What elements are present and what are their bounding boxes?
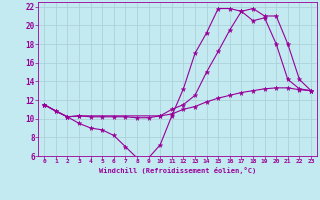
X-axis label: Windchill (Refroidissement éolien,°C): Windchill (Refroidissement éolien,°C): [99, 167, 256, 174]
